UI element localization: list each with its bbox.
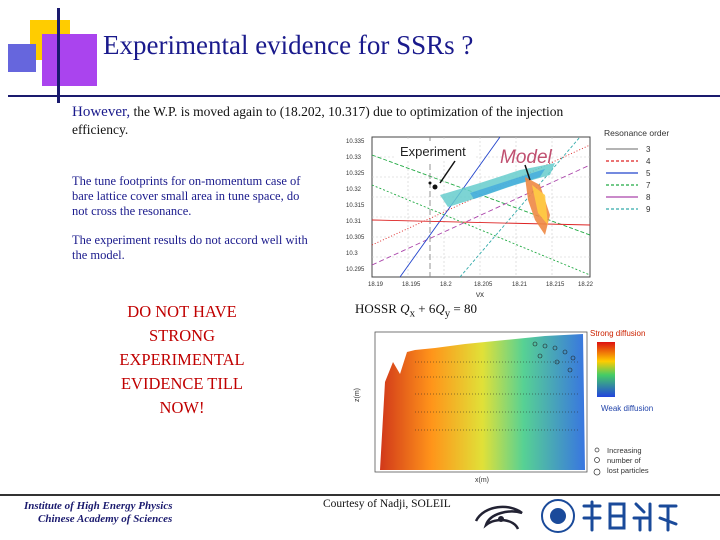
svg-text:10.3: 10.3 [346,251,358,257]
experiment-arrow [439,160,456,184]
cas-calligraphy [582,500,678,532]
svg-text:18.19: 18.19 [368,282,384,288]
tune-plot-frame [371,136,591,278]
svg-text:10.295: 10.295 [346,267,365,273]
swirl-logo [474,505,523,530]
conclusion-line: DO NOT HAVE [127,302,237,321]
decor-blue-square [8,44,36,72]
legend-label-order-8: 8 [646,193,651,202]
conclusion-line: NOW! [159,398,205,417]
tune-footprint [428,163,555,235]
svg-text:18.22: 18.22 [578,282,594,288]
legend-label-order-3: 3 [646,145,651,154]
legend-label-order-4: 4 [646,157,651,166]
intro-rest: the W.P. is moved again to (18.202, 10.3… [72,104,564,137]
experiment-label-box [396,141,476,161]
decor-purple-square [42,34,97,86]
conclusion-text: DO NOT HAVE STRONG EXPERIMENTAL EVIDENCE… [100,300,264,420]
courtesy-caption: Courtesy of Nadji, SOLEIL [323,498,451,510]
slide-title: Experimental evidence for SSRs ? [103,30,474,60]
svg-text:10.32: 10.32 [346,187,362,193]
tune-x-axis-label: νx [476,290,484,299]
hossr-caption: HOSSR Qx + 6Qy = 80 [355,301,477,320]
svg-text:18.21: 18.21 [512,282,528,288]
footprint-paragraph: The tune footprints for on-momentum case… [72,174,301,218]
svg-text:number of: number of [607,456,642,465]
svg-text:10.315: 10.315 [346,203,365,209]
institute-name: Institute of High Energy Physics Chinese… [24,500,173,526]
institute-line-2: Chinese Academy of Sciences [38,513,173,525]
lost-legend-circles [593,447,601,476]
resonance-legend: Resonance order 3 4 5 7 8 9 [604,128,669,214]
weak-diffusion-label: Weak diffusion [601,404,653,413]
svg-text:10.305: 10.305 [346,235,365,241]
legend-label-order-7: 7 [646,181,651,190]
conclusion-line: STRONG [148,326,215,345]
cas-logo [541,499,678,533]
tune-x-ticks: 18.19 18.195 18.2 18.205 18.21 18.215 18… [368,282,594,288]
lost-particle-circles [532,341,576,373]
model-label: Model [500,147,553,168]
intro-lead: However, [72,104,131,120]
legend-title: Resonance order [604,128,669,138]
map-x-axis-label: x(m) [475,477,489,484]
tune-diagram: Experiment Model 10.335 10.33 10.325 10.… [346,128,669,299]
svg-text:18.195: 18.195 [402,282,421,288]
conclusion-line: EXPERIMENTAL [119,350,245,369]
svg-text:10.33: 10.33 [346,155,362,161]
strong-diffusion-label: Strong diffusion [590,329,645,338]
legend-label-order-5: 5 [646,169,651,178]
svg-text:18.205: 18.205 [474,282,493,288]
experiment-label: Experiment [400,144,466,159]
experiment-paragraph: The experiment results do not accord wel… [72,233,308,262]
conclusion-line: EVIDENCE TILL [120,374,244,393]
model-arrow [524,164,531,181]
frequency-map: Strong diffusion Weak diffusion Increasi… [354,329,653,484]
legend-label-order-9: 9 [646,205,651,214]
lost-particles-label: Increasing number of lost particles [607,446,649,475]
map-y-axis-label: z(m) [354,388,361,402]
diffusion-colorbar [597,342,615,397]
diffusion-map-area [380,334,585,470]
svg-text:18.215: 18.215 [546,282,565,288]
institute-line-1: Institute of High Energy Physics [24,500,173,512]
decor-vertical-rule [57,8,60,103]
tune-y-ticks: 10.335 10.33 10.325 10.32 10.315 10.31 1… [346,139,365,273]
header-rule [8,95,720,97]
svg-text:18.2: 18.2 [440,282,452,288]
svg-text:10.335: 10.335 [346,139,365,145]
svg-text:Increasing: Increasing [607,446,642,455]
footer-rule [0,494,720,496]
svg-text:lost particles: lost particles [607,466,649,475]
intro-paragraph: However, the W.P. is moved again to (18.… [72,103,602,138]
svg-text:10.325: 10.325 [346,171,365,177]
map-contours [415,361,580,431]
svg-text:10.31: 10.31 [346,219,362,225]
